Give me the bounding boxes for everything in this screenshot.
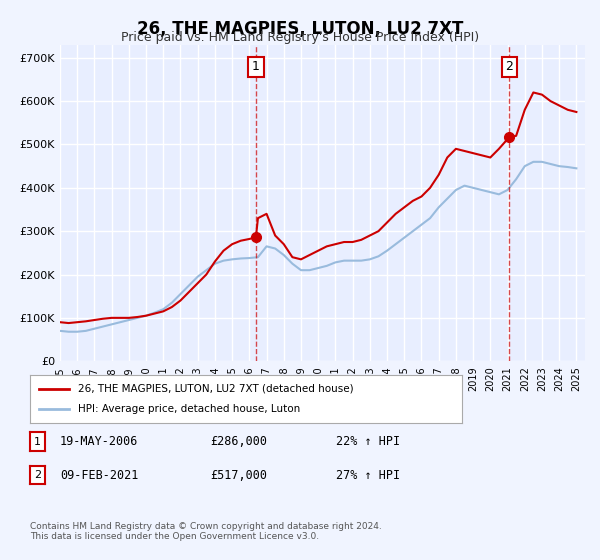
Text: 1: 1 (252, 60, 260, 73)
Text: 1: 1 (34, 437, 41, 446)
Text: 19-MAY-2006: 19-MAY-2006 (60, 435, 139, 449)
Text: 2: 2 (34, 470, 41, 480)
Text: 26, THE MAGPIES, LUTON, LU2 7XT (detached house): 26, THE MAGPIES, LUTON, LU2 7XT (detache… (77, 384, 353, 394)
Text: Price paid vs. HM Land Registry's House Price Index (HPI): Price paid vs. HM Land Registry's House … (121, 31, 479, 44)
Text: £517,000: £517,000 (210, 469, 267, 482)
Text: Contains HM Land Registry data © Crown copyright and database right 2024.
This d: Contains HM Land Registry data © Crown c… (30, 522, 382, 542)
Text: HPI: Average price, detached house, Luton: HPI: Average price, detached house, Luto… (77, 404, 300, 414)
Text: 26, THE MAGPIES, LUTON, LU2 7XT: 26, THE MAGPIES, LUTON, LU2 7XT (137, 20, 463, 38)
Text: £286,000: £286,000 (210, 435, 267, 449)
Text: 27% ↑ HPI: 27% ↑ HPI (336, 469, 400, 482)
Text: 2: 2 (505, 60, 513, 73)
Text: 22% ↑ HPI: 22% ↑ HPI (336, 435, 400, 449)
Text: 09-FEB-2021: 09-FEB-2021 (60, 469, 139, 482)
